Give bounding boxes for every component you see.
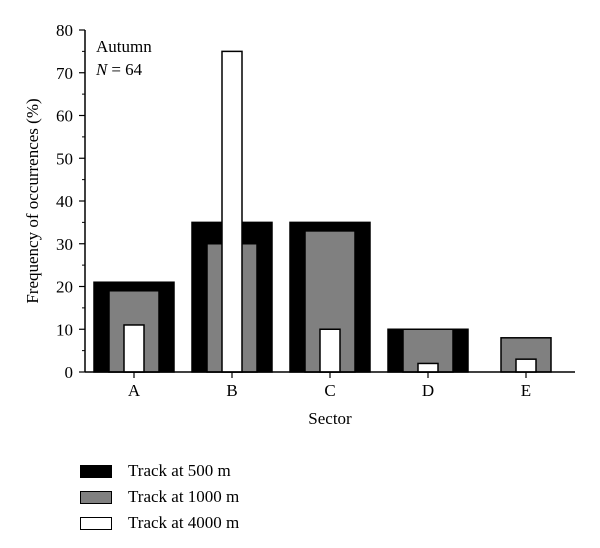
bar-4000m-A [123, 324, 145, 373]
x-tick-label: A [128, 381, 141, 400]
bar-4000m-C [319, 328, 341, 373]
legend-swatch-500m [80, 464, 112, 478]
y-ticks-group: 0 10 20 30 40 50 60 70 80 [56, 21, 85, 382]
y-tick-label: 0 [65, 363, 74, 382]
legend-swatch-1000m [80, 490, 112, 504]
legend-label-4000m: Track at 4000 m [128, 513, 240, 532]
y-tick-label: 40 [56, 192, 73, 211]
legend-item-4000m: Track at 4000 m [80, 510, 239, 536]
bar-chart: 0 10 20 30 40 50 60 70 80 A B C D E Frequency of occ… [23, 21, 575, 428]
y-tick-label: 20 [56, 278, 73, 297]
y-tick-label: 10 [56, 320, 73, 339]
legend-item-500m: Track at 500 m [80, 458, 239, 484]
bar-4000m-E [515, 358, 537, 373]
bar-4000m-B [221, 50, 243, 373]
y-tick-label: 50 [56, 149, 73, 168]
x-tick-label: E [521, 381, 531, 400]
legend-label-1000m: Track at 1000 m [128, 487, 240, 506]
legend-item-1000m: Track at 1000 m [80, 484, 239, 510]
y-tick-label: 80 [56, 21, 73, 40]
season-annotation: Autumn [96, 37, 152, 56]
legend-label-500m: Track at 500 m [128, 461, 231, 480]
n-value: = 64 [111, 60, 142, 79]
x-tick-label: B [226, 381, 237, 400]
bar-4000m-D [417, 362, 439, 373]
sample-size-annotation: N = 64 [95, 60, 143, 79]
y-tick-label: 60 [56, 107, 73, 126]
x-tick-label: C [324, 381, 335, 400]
y-tick-label: 30 [56, 235, 73, 254]
legend: Track at 500 m Track at 1000 m Track at … [80, 458, 239, 536]
x-tick-label: D [422, 381, 434, 400]
n-symbol: N [95, 60, 109, 79]
bars-group [93, 50, 552, 373]
y-axis-label: Frequency of occurrences (%) [23, 98, 42, 303]
x-axis-label: Sector [308, 409, 352, 428]
x-ticks-group: A B C D E [128, 372, 531, 400]
legend-swatch-4000m [80, 516, 112, 530]
y-tick-label: 70 [56, 64, 73, 83]
